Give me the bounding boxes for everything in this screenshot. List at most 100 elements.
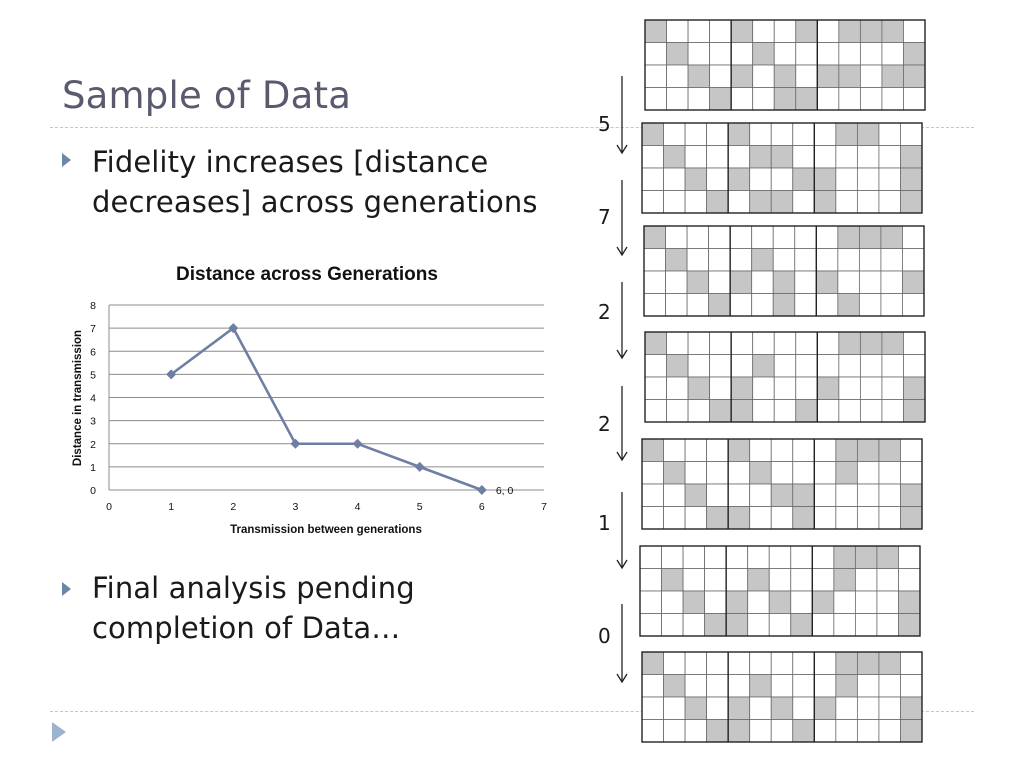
data-point-marker <box>414 461 425 472</box>
grid-cell-empty <box>856 483 880 507</box>
grid-cell-empty <box>835 145 858 169</box>
grid-cell-filled <box>663 674 686 698</box>
grid-cell-empty <box>706 145 729 169</box>
grid-cell-filled <box>900 719 923 743</box>
grid-cell-empty <box>704 590 727 614</box>
grid-cell-empty <box>706 651 729 675</box>
grid-cell-empty <box>747 590 770 614</box>
grid-cell-empty <box>878 506 901 530</box>
grid-cell-empty <box>859 376 883 400</box>
grid-cell-filled <box>751 248 774 272</box>
grid-cell-filled <box>833 568 856 592</box>
data-point-marker <box>352 438 363 449</box>
grid-cell-filled <box>727 506 751 530</box>
grid-cell-empty <box>706 483 729 507</box>
grid-cell-filled <box>837 293 860 317</box>
grid-cell-filled <box>838 64 861 88</box>
grid-cell-empty <box>641 483 664 507</box>
grid-cell-filled <box>663 461 686 485</box>
grid-cell-filled <box>727 438 751 462</box>
grid-cell-empty <box>773 354 797 378</box>
grid-cell-empty <box>725 545 749 569</box>
grid-cell-empty <box>687 331 711 355</box>
grid-cell-empty <box>838 42 861 66</box>
grid-cell-empty <box>794 270 817 294</box>
grid-cell-empty <box>898 545 921 569</box>
grid-cell-empty <box>663 651 686 675</box>
grid-cell-empty <box>709 376 732 400</box>
grid-cell-filled <box>835 674 858 698</box>
grid-cell-empty <box>644 87 667 111</box>
x-tick-label: 6 <box>479 501 485 513</box>
grid-cell-filled <box>666 354 689 378</box>
grid-cell-filled <box>730 19 754 43</box>
grid-cell-empty <box>811 568 835 592</box>
grid-cell-filled <box>795 399 818 423</box>
grid-cell-empty <box>835 506 858 530</box>
grid-cell-empty <box>880 293 903 317</box>
grid-cell-empty <box>666 87 689 111</box>
grid-cell-empty <box>859 399 883 423</box>
grid-cell-filled <box>706 190 729 214</box>
generation-grid <box>644 19 926 111</box>
grid-cell-empty <box>813 674 837 698</box>
chart-title: Distance across Generations <box>176 264 438 285</box>
grid-cell-empty <box>768 545 792 569</box>
grid-cell-filled <box>709 87 732 111</box>
grid-cell-empty <box>835 696 858 720</box>
grid-cell-empty <box>813 145 837 169</box>
y-tick-label: 5 <box>90 369 96 381</box>
grid-cell-empty <box>813 438 837 462</box>
grid-cell-empty <box>665 293 688 317</box>
grid-cell-filled <box>903 42 926 66</box>
distance-label: 7 <box>598 205 611 229</box>
grid-cell-empty <box>661 590 684 614</box>
line-chart: Distance across Generations 0 1 2 3 4 5 6 7 8 0 1 2… <box>72 264 547 536</box>
grid-cell-empty <box>641 190 664 214</box>
grid-cell-empty <box>815 225 839 249</box>
grid-cell-filled <box>815 270 839 294</box>
grid-cell-empty <box>749 719 772 743</box>
grid-cell-filled <box>663 145 686 169</box>
grid-cell-empty <box>881 42 904 66</box>
grid-cell-empty <box>729 248 753 272</box>
grid-cell-filled <box>835 461 858 485</box>
grid-cell-empty <box>666 64 689 88</box>
grid-cell-empty <box>751 293 774 317</box>
grid-cell-empty <box>903 19 926 43</box>
grid-cell-empty <box>663 506 686 530</box>
grid-cell-empty <box>876 590 899 614</box>
grid-cell-empty <box>880 248 903 272</box>
grid-cell-empty <box>727 674 751 698</box>
grid-cell-filled <box>641 651 664 675</box>
generation-grid <box>643 225 925 317</box>
grid-cell-empty <box>815 293 839 317</box>
grid-cell-empty <box>725 568 749 592</box>
grid-cell-filled <box>684 483 708 507</box>
grid-cell-empty <box>751 225 774 249</box>
grid-cell-empty <box>709 331 732 355</box>
grid-cell-empty <box>747 545 770 569</box>
grid-cell-empty <box>749 438 772 462</box>
grid-cell-filled <box>795 87 818 111</box>
grid-cell-filled <box>725 590 749 614</box>
grid-cell-filled <box>725 613 749 637</box>
grid-cell-filled <box>727 167 751 191</box>
grid-cell-empty <box>749 651 772 675</box>
grid-cell-empty <box>661 545 684 569</box>
grid-cell-filled <box>900 145 923 169</box>
grid-cell-empty <box>749 483 772 507</box>
y-tick-label: 4 <box>90 393 96 405</box>
grid-cell-empty <box>639 545 662 569</box>
grid-cell-filled <box>813 167 837 191</box>
grid-cell-empty <box>708 225 731 249</box>
grid-cell-empty <box>858 270 882 294</box>
grid-cell-empty <box>709 354 732 378</box>
grid-cell-empty <box>903 87 926 111</box>
grid-cell-empty <box>684 506 708 530</box>
footer-triangle-icon <box>52 722 66 742</box>
grid-cell-empty <box>663 438 686 462</box>
grid-cell-empty <box>795 376 818 400</box>
grid-cell-empty <box>663 167 686 191</box>
